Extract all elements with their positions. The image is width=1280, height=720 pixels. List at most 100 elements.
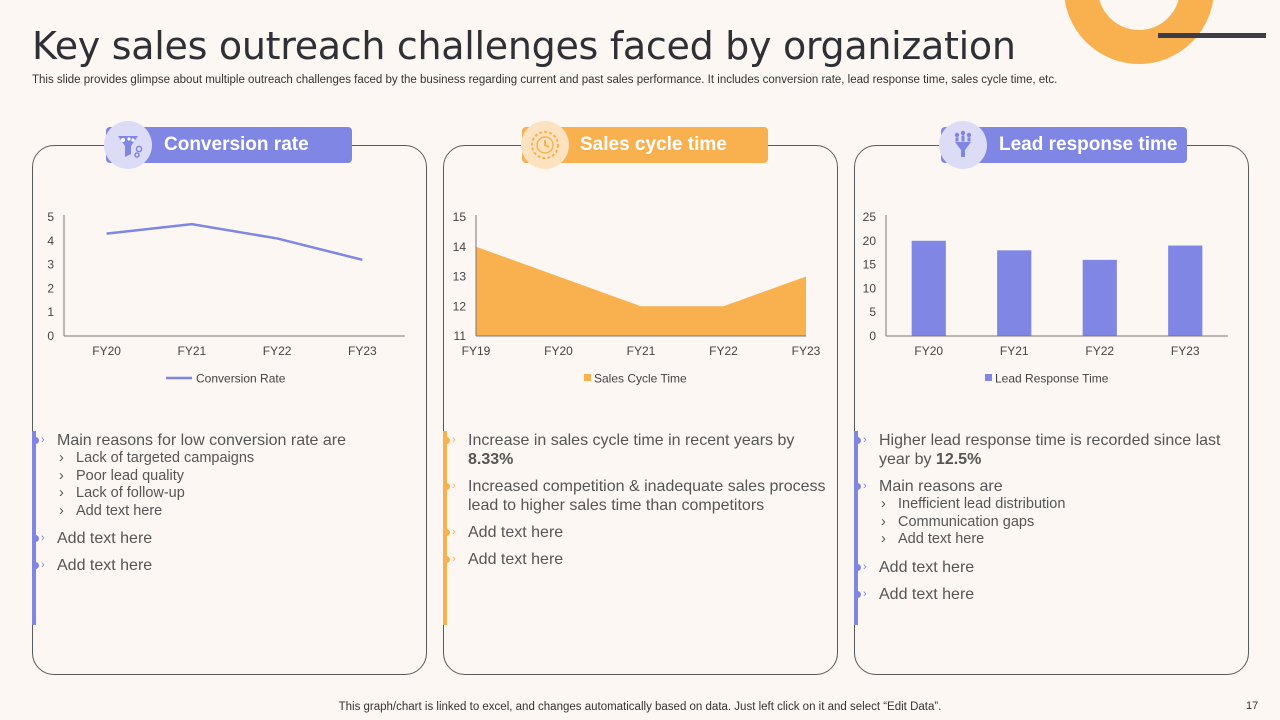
slide-title: Key sales outreach challenges faced by o… [32,24,1016,68]
bullet-text: Main reasons are [879,478,1003,495]
bullet-text: Increase in sales cycle time in recent y… [468,432,795,449]
y-tick-label: 25 [863,210,877,224]
sub-bullet-item: Add text here [879,531,1244,549]
y-tick-label: 5 [47,210,54,224]
y-tick-label: 0 [47,329,54,343]
bullet-dot-icon [443,556,450,563]
sales-cycle-time-notes: › Increase in sales cycle time in recent … [443,431,833,625]
sales-cycle-time-svg: 11 12 13 14 15 FY19 FY20 FY21 FY22 FY23 Sales Cycl… [453,210,821,386]
y-tick-label: 13 [453,270,467,284]
sub-bullet-item: Poor lead quality [57,468,422,486]
y-tick-label: 10 [863,281,877,295]
decorative-ring [1064,0,1214,64]
bullet-dot-icon [443,437,450,444]
y-tick-label: 20 [863,234,877,248]
legend-swatch [985,374,992,381]
bullet-dot-icon [32,562,39,569]
lead-response-time-chart: 0 5 10 15 20 25 FY20 FY21 FY22 FY23 Lead Response … [854,200,1249,400]
bullet-dot-icon [854,590,861,598]
bullet-arrow-icon: › [41,434,45,446]
legend-label: Conversion Rate [196,372,286,386]
bullet-arrow-icon: › [452,434,456,446]
legend-swatch [584,374,591,381]
y-tick-label: 12 [453,299,467,313]
x-tick-label: FY20 [544,344,573,358]
bullet-item: › Higher lead response time is recorded s… [854,431,1244,469]
sub-bullet-item: Inefficient lead distribution [879,496,1244,514]
series-line [106,222,363,262]
bullet-text: Add text here [57,530,153,547]
sales-cycle-time-chart: 11 12 13 14 15 FY19 FY20 FY21 FY22 FY23 Sales Cycl… [443,200,838,400]
y-tick-label: 4 [47,234,54,248]
x-tick-label: FY21 [627,344,656,358]
x-tick-label: FY20 [914,344,943,358]
bullet-text: Add text here [879,585,975,603]
bullet-text: Add text here [468,524,564,541]
x-tick-label: FY22 [263,344,292,358]
bullet-text: Higher lead response time is recorded si… [879,432,1221,468]
bullet-arrow-icon: › [452,553,456,565]
y-tick-label: 15 [453,210,467,224]
bullet-arrow-icon: › [863,560,867,573]
bar [1082,259,1117,336]
bullet-item: › Increase in sales cycle time in recent … [443,431,833,469]
y-tick-label: 3 [47,258,54,272]
x-tick-label: FY23 [1171,344,1200,358]
bullet-arrow-icon: › [41,532,45,544]
slide-subtitle: This slide provides glimpse about multip… [32,74,1058,86]
bullet-dot-icon [32,535,39,542]
x-tick-label: FY21 [1000,344,1029,358]
bullet-dot-icon [854,563,861,571]
y-tick-label: 14 [453,240,467,254]
bullet-dot-icon [854,483,861,490]
x-tick-label: FY21 [178,344,207,358]
y-tick-label: 1 [47,305,54,319]
bullet-item: › Add text here [32,556,422,575]
bullet-arrow-icon: › [452,480,456,492]
footer-note: This graph/chart is linked to excel, and… [338,701,942,713]
legend-label: Lead Response Time [995,372,1109,386]
y-tick-label: 0 [869,329,876,343]
bullet-item: › Increased competition & inadequate sale… [443,477,833,515]
bullet-arrow-icon: › [863,480,867,492]
sub-bullet-item: Communication gaps [879,514,1244,532]
bullet-arrow-icon: › [863,587,867,600]
bullet-highlight: 12.5% [935,451,982,468]
x-tick-label: FY19 [462,344,491,358]
bullet-highlight: 8.33% [468,451,514,468]
legend-label: Sales Cycle Time [594,372,687,386]
decorative-bar [1158,33,1266,38]
bullet-item: › Add text here [854,558,1244,577]
bullet-dot-icon [854,437,861,444]
bullet-item: › Main reasons for low conversion rate ar… [32,431,422,521]
y-tick-label: 15 [863,258,877,272]
conversion-rate-notes: › Main reasons for low conversion rate ar… [32,431,422,625]
bullet-text: Increased competition & inadequate sales… [468,478,826,514]
sub-bullet-item: Add text here [57,503,422,521]
bullet-text: Add text here [57,557,153,574]
x-tick-label: FY20 [92,344,121,358]
y-tick-label: 11 [454,329,467,343]
series-area [476,246,806,336]
bar [997,250,1032,336]
page-number: 17 [1246,700,1259,712]
conversion-rate-svg: 0 1 2 3 4 5 FY20 FY21 FY22 FY23 Conversion Rate [47,210,405,386]
x-tick-label: FY23 [792,344,821,358]
bullet-item: › Add text here [854,585,1244,604]
conversion-rate-chart: 0 1 2 3 4 5 FY20 FY21 FY22 FY23 Conversion Rate [32,200,427,400]
lead-response-time-notes: › Higher lead response time is recorded s… [854,431,1244,625]
bullet-item: › Add text here [443,523,833,542]
bullet-arrow-icon: › [452,526,456,538]
lead-response-time-svg: 0 5 10 15 20 25 FY20 FY21 FY22 FY23 Lead Response … [863,210,1228,386]
bullet-dot-icon [32,437,39,444]
cycle-time-icon [521,121,569,169]
x-tick-label: FY22 [709,344,738,358]
y-tick-label: 5 [869,305,876,319]
lead-funnel-icon [939,121,987,169]
bullet-text: Main reasons for low conversion rate are [57,432,347,449]
bullet-dot-icon [443,483,450,490]
sub-bullet-item: Lack of follow-up [57,485,422,503]
funnel-icon [104,121,152,169]
bar [911,240,946,336]
bar [1168,245,1203,336]
